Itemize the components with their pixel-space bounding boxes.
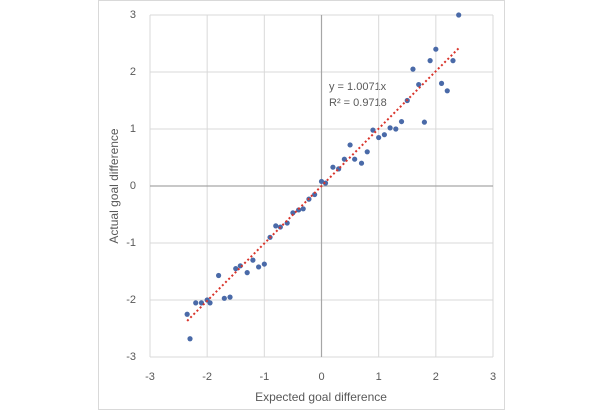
point	[261, 261, 267, 267]
point	[376, 134, 382, 141]
y-tick-label: 1	[130, 123, 136, 135]
point	[364, 149, 370, 155]
point	[216, 272, 222, 279]
point	[387, 125, 393, 131]
point	[421, 119, 427, 125]
point	[352, 156, 358, 162]
point	[187, 336, 193, 342]
y-tick-label: -3	[126, 351, 136, 363]
annotation: y = 1.0071x	[329, 81, 387, 93]
point	[244, 270, 250, 276]
x-tick-label: 1	[376, 371, 382, 383]
y-tick-label: -1	[126, 237, 136, 249]
point	[221, 295, 227, 301]
point	[370, 127, 376, 133]
y-tick-label: 0	[130, 180, 136, 192]
y-tick-label: -2	[126, 294, 136, 306]
x-axis-label: Expected goal difference	[255, 390, 387, 404]
point	[312, 191, 318, 198]
point	[381, 132, 387, 138]
point	[456, 12, 462, 18]
x-tick-label: 0	[318, 371, 324, 383]
point	[393, 126, 399, 132]
point	[193, 300, 199, 306]
point	[358, 160, 365, 166]
x-tick-label: -1	[259, 371, 269, 383]
point	[450, 58, 456, 64]
annotation: R² = 0.9718	[329, 97, 387, 109]
point	[427, 58, 433, 64]
x-tick-label: 2	[433, 371, 439, 383]
point	[207, 300, 213, 306]
point	[398, 118, 405, 125]
point	[416, 81, 422, 88]
point	[300, 206, 306, 212]
point	[233, 266, 239, 272]
point	[438, 80, 445, 86]
x-tick-label: -2	[202, 371, 212, 383]
point	[347, 142, 353, 148]
y-tick-label: 2	[130, 66, 136, 78]
point	[290, 210, 296, 216]
x-tick-label: -3	[145, 371, 155, 383]
y-tick-label: 3	[130, 9, 136, 21]
point	[330, 164, 336, 170]
point	[256, 264, 262, 270]
point	[410, 66, 416, 72]
y-axis-label: Actual goal difference	[107, 128, 121, 244]
point	[444, 88, 450, 94]
point	[184, 311, 190, 317]
point	[250, 257, 256, 263]
point	[273, 223, 279, 229]
point	[227, 294, 233, 300]
x-tick-label: 3	[490, 371, 496, 383]
point	[433, 46, 439, 52]
point	[318, 178, 325, 185]
trendline	[186, 47, 460, 322]
